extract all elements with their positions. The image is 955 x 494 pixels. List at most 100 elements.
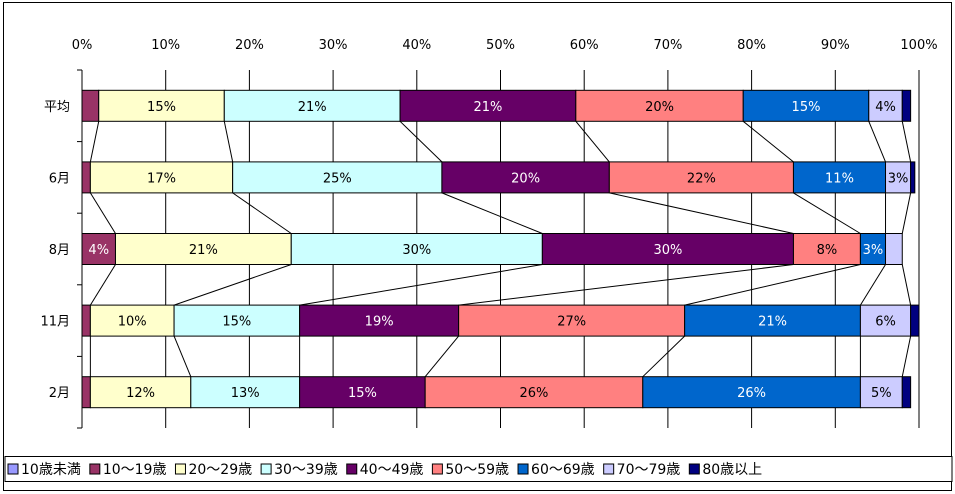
y-category-label: 8月 xyxy=(49,243,70,258)
series-connector-line xyxy=(89,121,100,163)
legend-swatch xyxy=(517,463,529,475)
legend-box xyxy=(4,456,953,482)
y-category-label: 2月 xyxy=(49,386,70,401)
bar-segment xyxy=(81,304,91,337)
series-connector-line xyxy=(793,192,861,234)
legend-swatch xyxy=(688,463,700,475)
data-label: 3% xyxy=(863,243,884,258)
series-connector-line xyxy=(901,121,912,163)
x-tick-label: 80% xyxy=(737,38,766,53)
bar-segment xyxy=(223,89,401,122)
bar-segment xyxy=(575,89,744,122)
series-connector-line xyxy=(575,120,610,163)
legend-label: 80歳以上 xyxy=(702,462,762,478)
x-tick-label: 90% xyxy=(821,38,850,53)
series-connector-line xyxy=(684,264,861,306)
series-connector-line xyxy=(173,335,192,377)
data-label: 8% xyxy=(817,243,838,258)
bar-segment xyxy=(910,161,916,194)
data-label: 26% xyxy=(737,386,766,401)
legend-swatch xyxy=(174,463,186,475)
data-label: 15% xyxy=(147,100,176,115)
legend-label: 70～79歳 xyxy=(617,462,681,478)
data-label: 6% xyxy=(875,315,896,330)
data-label: 21% xyxy=(189,243,218,258)
series-connector-line xyxy=(642,335,685,378)
series-connector-line xyxy=(399,120,443,163)
data-label: 12% xyxy=(126,386,155,401)
data-label: 30% xyxy=(653,243,682,258)
bar-segment xyxy=(190,376,301,409)
legend-label: 10歳未満 xyxy=(21,462,81,478)
data-label: 10% xyxy=(118,315,147,330)
series-connector-line xyxy=(89,192,116,234)
legend-label: 20～29歳 xyxy=(188,462,252,478)
bar-segment xyxy=(81,89,100,122)
bar-segment xyxy=(868,89,903,122)
data-label: 27% xyxy=(557,315,586,330)
bar-segment xyxy=(81,376,91,409)
bar-segment xyxy=(299,304,460,337)
bar-segment xyxy=(885,233,903,265)
data-label: 30% xyxy=(402,243,431,258)
y-category-label: 6月 xyxy=(49,171,70,186)
series-connector-line xyxy=(609,192,794,234)
legend-label: 50～59歳 xyxy=(445,462,509,478)
x-tick-label: 100% xyxy=(900,38,937,53)
series-connector-line xyxy=(89,264,116,306)
data-label: 22% xyxy=(687,171,716,186)
bar-segment xyxy=(901,89,912,122)
bar-segment xyxy=(859,376,903,409)
y-category-label: 11月 xyxy=(40,315,70,330)
series-connector-line xyxy=(901,192,912,234)
data-label: 26% xyxy=(520,386,549,401)
data-label: 4% xyxy=(875,100,896,115)
x-tick-label: 10% xyxy=(151,38,180,53)
bar-segment xyxy=(684,304,861,337)
bar-segment xyxy=(642,376,861,409)
bar-segment xyxy=(89,376,192,409)
data-label: 17% xyxy=(147,171,176,186)
bar-segment xyxy=(792,161,887,194)
series-connector-line xyxy=(901,335,912,377)
data-label: 3% xyxy=(888,171,909,186)
data-label: 5% xyxy=(871,386,892,401)
y-category-label: 平均 xyxy=(44,100,70,115)
bar-segment xyxy=(541,233,794,265)
x-tick-label: 40% xyxy=(402,38,431,53)
x-tick-label: 60% xyxy=(570,38,599,53)
legend-swatch xyxy=(346,463,358,475)
bar-segment xyxy=(299,376,426,409)
data-label: 15% xyxy=(348,386,377,401)
data-label: 21% xyxy=(758,315,787,330)
series-connector-line xyxy=(742,120,794,163)
data-label: 4% xyxy=(88,243,109,258)
data-label: 11% xyxy=(825,171,854,186)
series-connector-line xyxy=(232,192,292,234)
bar-segment xyxy=(232,161,443,194)
series-connector-line xyxy=(223,121,234,163)
legend-swatch xyxy=(7,463,19,475)
data-label: 15% xyxy=(222,315,251,330)
series-connector-line xyxy=(173,264,292,306)
data-label: 20% xyxy=(511,171,540,186)
series-connector-line xyxy=(458,264,794,306)
legend-label: 40～49歳 xyxy=(360,462,424,478)
series-connector-line xyxy=(868,121,886,163)
bar-segment xyxy=(608,161,794,194)
legend-label: 30～39歳 xyxy=(274,462,338,478)
x-tick-label: 30% xyxy=(319,38,348,53)
bar-segment xyxy=(458,304,686,337)
x-tick-label: 20% xyxy=(235,38,264,53)
bar-segment xyxy=(89,161,234,194)
legend-label: 60～69歳 xyxy=(531,462,595,478)
series-connector-line xyxy=(299,264,543,306)
bar-segment xyxy=(399,89,577,122)
x-tick-label: 50% xyxy=(486,38,515,53)
bar-segment xyxy=(173,304,301,337)
legend-swatch xyxy=(431,463,443,475)
x-tick-label: 0% xyxy=(72,38,93,53)
legend-label: 10～19歳 xyxy=(103,462,167,478)
bar-segment xyxy=(792,233,861,265)
